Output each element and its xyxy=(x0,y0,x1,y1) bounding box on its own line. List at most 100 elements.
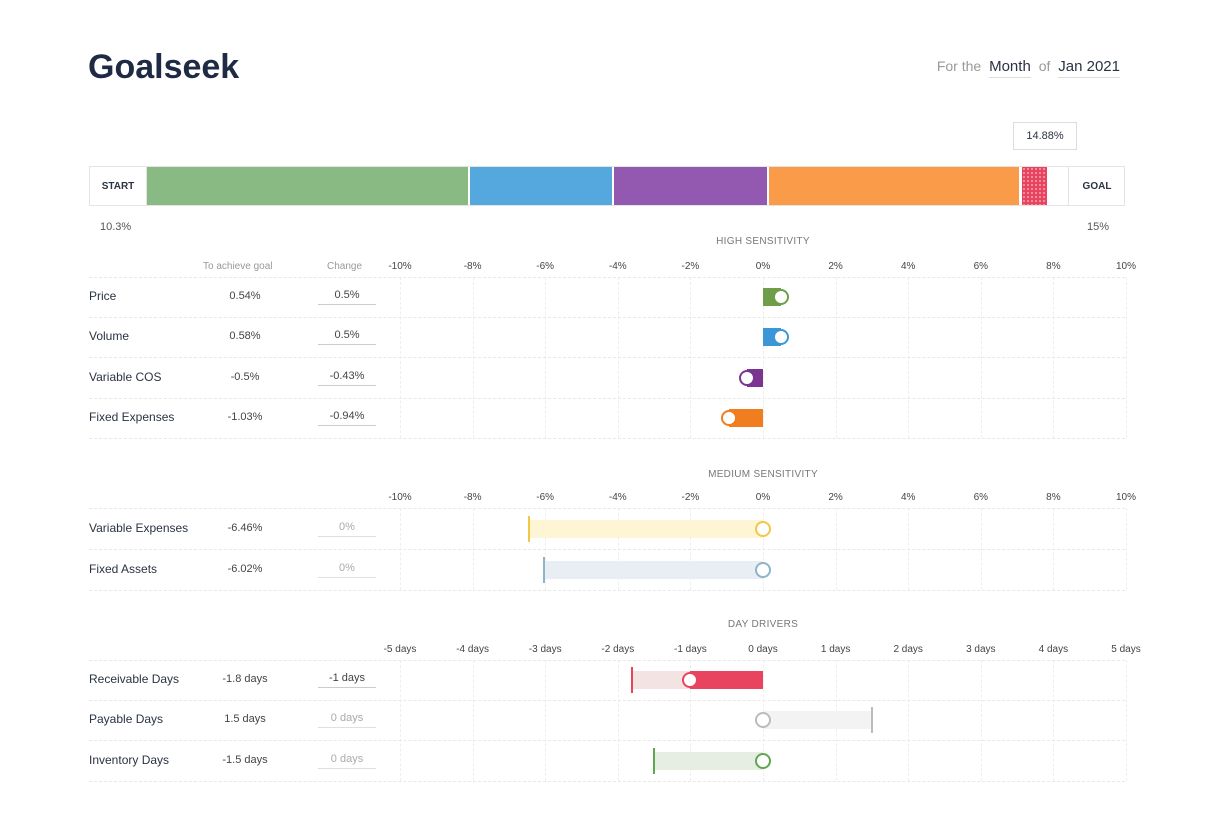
axis-tick-label: -6% xyxy=(536,492,555,503)
axis-tick-label: 2% xyxy=(828,492,843,503)
page-title: Goalseek xyxy=(88,48,240,86)
change-input[interactable]: 0.5% xyxy=(318,329,376,345)
change-input[interactable]: 0.5% xyxy=(318,289,376,305)
change-bar xyxy=(728,409,763,427)
axis-tick-label: -10% xyxy=(388,492,412,503)
axis-tick-label: -8% xyxy=(463,492,482,503)
gridline xyxy=(1126,508,1127,590)
change-input[interactable]: -0.94% xyxy=(318,410,376,426)
to-achieve-value: 1.5 days xyxy=(224,713,266,725)
goal-progress-bar: START GOAL xyxy=(89,166,1125,206)
chart-title: MEDIUM SENSITIVITY xyxy=(708,469,818,480)
current-value-tooltip: 14.88% xyxy=(1013,122,1077,150)
to-achieve-value: -6.46% xyxy=(227,522,263,534)
period-value-dropdown[interactable]: Jan 2021 xyxy=(1058,58,1120,78)
axis-tick-label: 0% xyxy=(755,261,771,272)
row-label: Volume xyxy=(89,329,130,343)
axis-tick-label: -5 days xyxy=(383,644,417,655)
goal-label: GOAL xyxy=(1068,167,1125,205)
change-bar xyxy=(690,671,763,689)
change-slider-handle[interactable] xyxy=(720,410,737,426)
gridline xyxy=(617,660,619,781)
change-slider-handle[interactable] xyxy=(755,562,771,578)
change-input[interactable]: 0% xyxy=(318,562,376,578)
row-divider xyxy=(89,700,1125,701)
change-slider-handle[interactable] xyxy=(755,712,771,728)
axis-tick-label: 2% xyxy=(828,261,843,272)
target-range-bar xyxy=(528,520,763,538)
target-marker xyxy=(631,667,634,693)
goal-value: 15% xyxy=(1087,221,1110,233)
start-value: 10.3% xyxy=(100,221,132,233)
change-input[interactable]: -0.43% xyxy=(318,370,376,386)
row-divider xyxy=(89,740,1125,741)
to-achieve-value: 0.58% xyxy=(229,330,261,342)
row-divider xyxy=(89,398,1125,399)
target-marker xyxy=(543,557,546,583)
gridline xyxy=(690,660,692,781)
gridline xyxy=(1126,660,1127,781)
target-range-bar xyxy=(654,752,763,770)
row-label: Price xyxy=(89,289,117,303)
change-slider-handle[interactable] xyxy=(773,289,790,305)
change-input[interactable]: -1 days xyxy=(318,672,376,688)
gridline xyxy=(980,660,982,781)
period-selector: For the Month of Jan 2021 xyxy=(936,58,1124,78)
target-marker xyxy=(653,748,656,774)
change-input[interactable]: 0 days xyxy=(318,753,376,769)
target-marker xyxy=(527,516,530,542)
axis-tick-label: 10% xyxy=(1115,261,1137,272)
row-divider xyxy=(89,357,1125,358)
row-divider xyxy=(89,317,1125,318)
row-divider xyxy=(89,438,1125,439)
change-input[interactable]: 0 days xyxy=(318,712,376,728)
target-marker xyxy=(870,707,873,733)
segment-fixed-expenses xyxy=(769,167,1019,205)
gridline xyxy=(545,660,547,781)
target-range-bar xyxy=(544,561,763,579)
axis-tick-label: 3 days xyxy=(966,644,996,655)
chart-title: HIGH SENSITIVITY xyxy=(716,236,810,247)
gridline xyxy=(1053,660,1055,781)
gridline xyxy=(1126,277,1127,438)
axis-tick-label: 0% xyxy=(755,492,771,503)
segment-receivable-days xyxy=(1022,167,1047,205)
change-slider-handle[interactable] xyxy=(755,753,771,769)
axis-tick-label: -6% xyxy=(536,261,555,272)
axis-tick-label: 4% xyxy=(900,261,916,272)
axis-tick-label: 8% xyxy=(1046,261,1061,272)
change-slider-handle[interactable] xyxy=(773,329,790,345)
row-divider xyxy=(89,508,1125,509)
row-label: Fixed Assets xyxy=(89,562,158,576)
change-slider-handle[interactable] xyxy=(739,370,756,386)
row-label: Variable Expenses xyxy=(89,521,189,535)
axis-tick-label: 5 days xyxy=(1111,644,1141,655)
axis-tick-label: 8% xyxy=(1046,492,1061,503)
axis-tick-label: 4% xyxy=(900,492,916,503)
change-slider-handle[interactable] xyxy=(682,672,699,688)
axis-tick-label: -8% xyxy=(463,261,482,272)
row-divider xyxy=(89,549,1125,550)
segment-variable-cos xyxy=(614,167,767,205)
gridline xyxy=(472,660,474,781)
to-achieve-value: -6.02% xyxy=(227,563,263,575)
axis-tick-label: -2% xyxy=(681,492,700,503)
period-of: of xyxy=(1038,58,1051,74)
period-unit-dropdown[interactable]: Month xyxy=(989,58,1031,78)
period-prefix: For the xyxy=(936,58,982,74)
gridline xyxy=(908,660,910,781)
row-divider xyxy=(89,590,1125,591)
row-label: Inventory Days xyxy=(89,753,170,767)
axis-tick-label: 10% xyxy=(1115,492,1137,503)
target-range-bar xyxy=(763,711,872,729)
to-achieve-value: -1.8 days xyxy=(222,673,268,685)
row-label: Fixed Expenses xyxy=(89,410,175,424)
axis-tick-label: -1 days xyxy=(673,644,707,655)
axis-tick-label: 4 days xyxy=(1038,644,1069,655)
start-label: START xyxy=(90,167,147,205)
row-divider xyxy=(89,781,1125,782)
change-slider-handle[interactable] xyxy=(755,521,771,537)
change-input[interactable]: 0% xyxy=(318,521,376,537)
row-divider xyxy=(89,277,1125,278)
